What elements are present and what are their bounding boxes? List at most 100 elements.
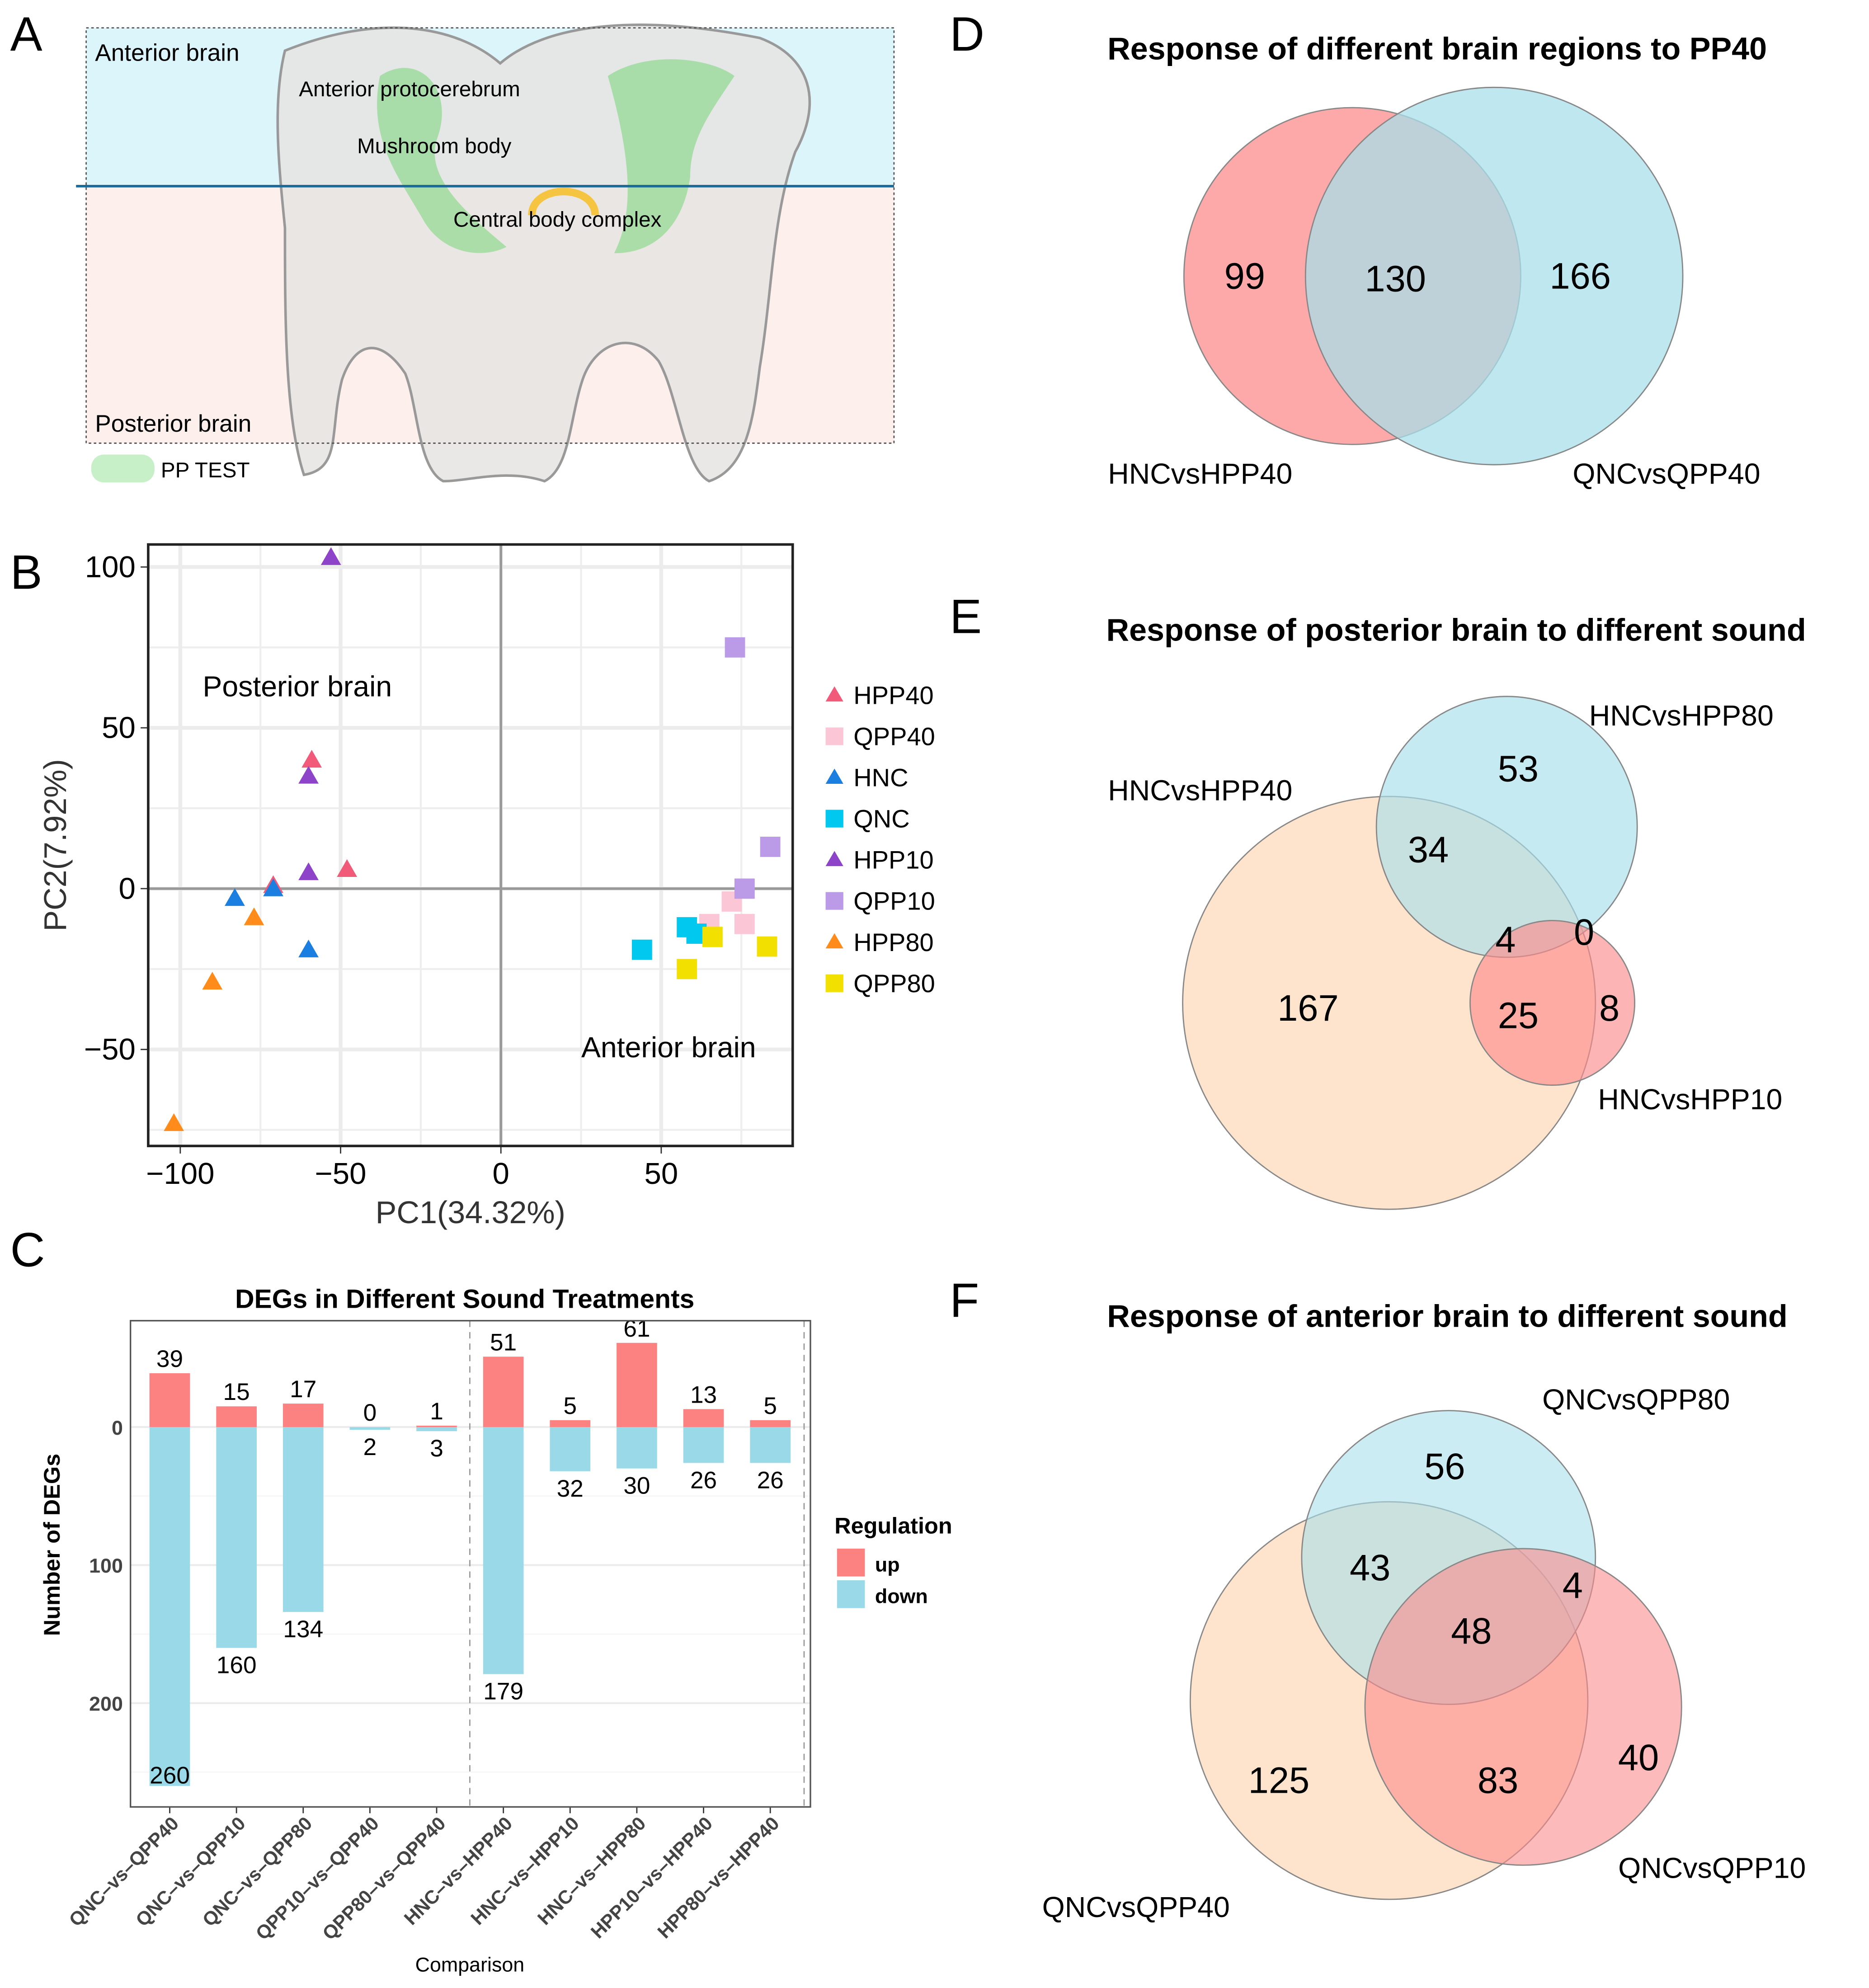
y-tick-label: 100 <box>89 1555 123 1577</box>
legend-label: HPP40 <box>853 681 933 710</box>
legend-marker <box>825 810 843 828</box>
bar-down <box>416 1427 457 1432</box>
mushroom-body-right <box>607 59 734 254</box>
legend-swatch-down <box>837 1580 865 1608</box>
panel-label-b: B <box>10 546 42 599</box>
venn-d-set-b <box>1304 86 1684 466</box>
data-label-down: 2 <box>363 1434 377 1460</box>
data-point-HPP10 <box>298 766 319 784</box>
legend-label: QPP10 <box>853 887 935 915</box>
plot-frame <box>147 543 794 1147</box>
venn-e: Response of posterior brain to different… <box>1106 612 1806 1210</box>
data-point-HPP80 <box>202 971 223 990</box>
y-tick-label: 0 <box>119 872 136 905</box>
y-tick-label: −50 <box>84 1032 136 1066</box>
venn-e-set-hpp10 <box>1469 920 1636 1086</box>
bar-up <box>483 1357 524 1427</box>
y-axis-label: PC2(7.92%) <box>38 759 73 931</box>
x-tick-label: −100 <box>146 1157 214 1191</box>
central-body-complex <box>528 188 599 216</box>
venn-f-count: 48 <box>1451 1611 1492 1652</box>
venn-e-count: 53 <box>1498 748 1539 789</box>
venn-f-set-label: QNCvsQPP40 <box>1042 1891 1230 1923</box>
pp-test-swatch <box>91 454 155 483</box>
data-label-down: 32 <box>557 1475 584 1502</box>
venn-d-count: 99 <box>1224 256 1265 297</box>
legend-label: QPP40 <box>853 722 935 751</box>
data-label-down: 26 <box>690 1467 717 1493</box>
venn-e-count: 8 <box>1599 988 1619 1029</box>
legend-label: down <box>875 1585 928 1607</box>
venn-d-count: 130 <box>1365 258 1426 299</box>
data-point-HPP40 <box>301 749 322 768</box>
label-mushroom-body: Mushroom body <box>357 134 512 158</box>
bar-down <box>617 1427 657 1469</box>
venn-f-set-qpp10 <box>1364 1548 1682 1866</box>
legend-marker <box>825 727 843 745</box>
venn-e-set-label: HNCvsHPP10 <box>1598 1083 1782 1116</box>
x-tick-label: 0 <box>493 1157 509 1191</box>
venn-f-title: Response of anterior brain to different … <box>1107 1299 1787 1334</box>
venn-e-set-label: HNCvsHPP80 <box>1589 699 1774 732</box>
bar-down <box>683 1427 724 1463</box>
x-tick-label: 50 <box>645 1157 678 1191</box>
legend-label: HPP80 <box>853 928 933 956</box>
x-tick-label: HPP80–vs–HPP40 <box>653 1813 783 1943</box>
panel-label-a: A <box>10 7 42 61</box>
x-tick-label: QPP10–vs–QPP40 <box>251 1813 383 1944</box>
panel-label-c: C <box>10 1223 45 1277</box>
legend-swatch-up <box>837 1548 865 1577</box>
deg-bar-chart: DEGs in Different Sound Treatments010020… <box>39 1285 952 1976</box>
venn-e-set-hpp80 <box>1375 696 1638 958</box>
venn-e-count: 34 <box>1408 829 1449 871</box>
bar-down <box>349 1427 391 1430</box>
data-point-QPP80 <box>702 927 723 947</box>
bar-down <box>282 1427 324 1612</box>
data-label-up: 0 <box>363 1399 377 1426</box>
legend-marker <box>825 768 843 784</box>
venn-e-count: 4 <box>1495 919 1516 961</box>
venn-e-title: Response of posterior brain to different… <box>1106 612 1806 647</box>
venn-d-set-label: QNCvsQPP40 <box>1572 457 1760 490</box>
bar-down <box>149 1427 190 1786</box>
x-tick-label: QPP80–vs–QPP40 <box>318 1813 450 1944</box>
data-label-up: 1 <box>430 1398 443 1425</box>
annotation-anterior-brain: Anterior brain <box>581 1031 756 1064</box>
venn-f-set-label: QNCvsQPP10 <box>1618 1851 1806 1884</box>
venn-f-set-label: QNCvsQPP80 <box>1542 1383 1730 1416</box>
data-point-QPP10 <box>734 878 755 899</box>
data-point-HNC <box>298 939 319 957</box>
venn-f-count: 56 <box>1424 1446 1465 1487</box>
plot-frame <box>130 1320 811 1808</box>
venn-e-count: 167 <box>1277 988 1339 1029</box>
pca-scatter-plot: −100 −50 0 50 100 50 0 −50 HPP40 QPP40 HNC QNC HPP10… <box>38 543 935 1230</box>
bar-up <box>550 1420 591 1427</box>
data-point-QPP80 <box>757 936 777 957</box>
legend-label: QNC <box>853 805 909 833</box>
venn-f-count: 43 <box>1350 1547 1390 1588</box>
data-label-up: 39 <box>156 1346 183 1372</box>
bar-up <box>416 1425 457 1427</box>
data-point-QNC <box>631 939 652 960</box>
legend-marker <box>825 933 843 949</box>
venn-e-set-label: HNCvsHPP40 <box>1108 774 1292 806</box>
venn-f-count: 125 <box>1248 1760 1310 1801</box>
bar-down <box>550 1427 591 1471</box>
data-label-down: 160 <box>217 1652 257 1679</box>
label-anterior-brain: Anterior brain <box>95 39 239 66</box>
venn-d-count: 166 <box>1549 256 1611 297</box>
bar-down <box>216 1427 257 1648</box>
venn-d-set-label: HNCvsHPP40 <box>1108 457 1292 490</box>
x-axis-label: Comparison <box>415 1954 525 1976</box>
panel-label-d: D <box>950 7 984 61</box>
pp-test-legend-label: PP TEST <box>161 458 250 482</box>
data-point-HPP10 <box>320 547 341 565</box>
bar-up <box>149 1373 190 1427</box>
y-tick-label: 50 <box>102 711 136 745</box>
mushroom-body-left <box>377 68 507 253</box>
panel-a-frame <box>85 27 895 444</box>
bar-up <box>282 1404 324 1427</box>
data-point-QPP40 <box>734 914 755 934</box>
panel-label-f: F <box>950 1273 979 1327</box>
